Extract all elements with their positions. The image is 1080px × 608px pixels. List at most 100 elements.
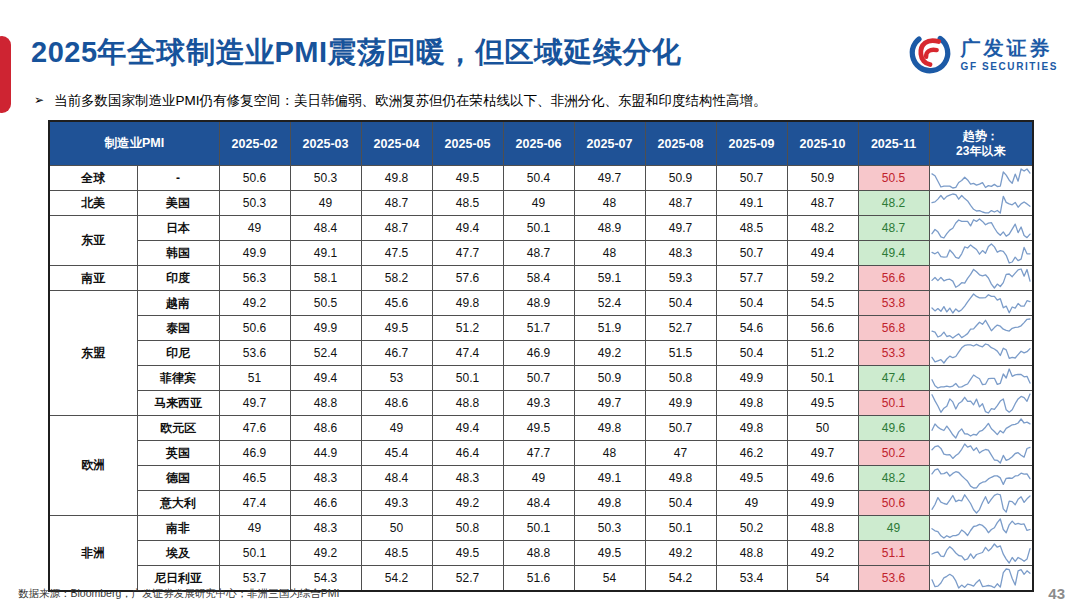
trend-header: 趋势： 23年以来 [929,121,1033,166]
pmi-value-cell: 48.4 [290,216,361,241]
pmi-value-cell: 49 [219,516,290,541]
trend-sparkline [929,391,1033,416]
pmi-value-cell: 50.4 [503,166,574,191]
pmi-value-cell: 51.9 [574,316,645,341]
pmi-value-cell: 54.6 [716,316,787,341]
country-cell: 埃及 [137,541,219,566]
pmi-latest-cell: 50.1 [858,391,929,416]
month-header: 2025-04 [361,121,432,166]
trend-sparkline [929,291,1033,316]
pmi-value-cell: 50.1 [503,516,574,541]
pmi-latest-cell: 48.7 [858,216,929,241]
pmi-value-cell: 47.4 [219,491,290,516]
country-cell: 日本 [137,216,219,241]
country-cell: 美国 [137,191,219,216]
pmi-value-cell: 48 [574,191,645,216]
pmi-value-cell: 49.7 [574,166,645,191]
pmi-value-cell: 49.8 [432,291,503,316]
pmi-value-cell: 52.4 [290,341,361,366]
pmi-value-cell: 49.8 [361,166,432,191]
trend-sparkline [929,416,1033,441]
country-cell: 印尼 [137,341,219,366]
gf-circle-f-logo-icon [907,30,953,80]
pmi-value-cell: 48.8 [503,541,574,566]
pmi-value-cell: 49.2 [432,491,503,516]
pmi-value-cell: 53.6 [219,341,290,366]
pmi-value-cell: 47 [645,441,716,466]
trend-sparkline [929,341,1033,366]
pmi-value-cell: 59.1 [574,266,645,291]
country-cell: 越南 [137,291,219,316]
pmi-latest-cell: 53.6 [858,566,929,592]
pmi-value-cell: 50.1 [432,366,503,391]
pmi-value-cell: 49.5 [574,541,645,566]
country-cell: 泰国 [137,316,219,341]
pmi-value-cell: 49.3 [503,391,574,416]
header-row: 制造业PMI 2025-022025-032025-042025-052025-… [49,121,1033,166]
pmi-value-cell: 49.8 [574,416,645,441]
month-header: 2025-08 [645,121,716,166]
pmi-value-cell: 49.5 [716,466,787,491]
pmi-latest-cell: 48.2 [858,466,929,491]
pmi-value-cell: 49 [219,216,290,241]
pmi-value-cell: 49.9 [219,241,290,266]
pmi-value-cell: 47.4 [432,341,503,366]
pmi-value-cell: 50.3 [290,166,361,191]
pmi-value-cell: 49.5 [787,391,858,416]
pmi-value-cell: 48.9 [574,216,645,241]
pmi-value-cell: 49.9 [645,391,716,416]
pmi-value-cell: 49.5 [432,541,503,566]
table-row: 东亚日本4948.448.749.450.148.949.748.548.248… [49,216,1033,241]
pmi-value-cell: 51.2 [787,341,858,366]
pmi-value-cell: 49.4 [432,216,503,241]
country-cell: 英国 [137,441,219,466]
pmi-value-cell: 51.7 [503,316,574,341]
trend-sparkline [929,191,1033,216]
pmi-value-cell: 49.8 [716,391,787,416]
pmi-value-cell: 51.6 [503,566,574,592]
table-row: 东盟越南49.250.545.649.848.952.450.450.454.5… [49,291,1033,316]
pmi-latest-cell: 50.6 [858,491,929,516]
pmi-value-cell: 48.3 [290,516,361,541]
pmi-value-cell: 50.1 [787,366,858,391]
table-row: 北美美国50.34948.748.5494848.749.148.748.2 [49,191,1033,216]
logo-company-name-en: GF SECURITIES [961,62,1058,73]
month-header: 2025-10 [787,121,858,166]
month-header: 2025-05 [432,121,503,166]
pmi-value-cell: 50.8 [432,516,503,541]
gf-securities-logo: 广发证券 GF SECURITIES [907,30,1058,80]
pmi-value-cell: 58.4 [503,266,574,291]
country-cell: 菲律宾 [137,366,219,391]
pmi-value-cell: 48.7 [361,216,432,241]
pmi-latest-cell: 50.5 [858,166,929,191]
trend-sparkline [929,166,1033,191]
pmi-value-cell: 48.8 [432,391,503,416]
table-row: 英国46.944.945.446.447.7484746.249.750.2 [49,441,1033,466]
pmi-latest-cell: 53.8 [858,291,929,316]
table-row: 埃及50.149.248.549.548.849.549.248.849.251… [49,541,1033,566]
pmi-value-cell: 46.4 [432,441,503,466]
pmi-value-cell: 49.3 [361,491,432,516]
table-row: 欧洲欧元区47.648.64949.449.549.850.749.85049.… [49,416,1033,441]
pmi-value-cell: 50.5 [290,291,361,316]
pmi-value-cell: 50.1 [645,516,716,541]
pmi-value-cell: 50.1 [503,216,574,241]
pmi-value-cell: 49.2 [574,341,645,366]
pmi-value-cell: 54.2 [361,566,432,592]
region-cell: 全球 [49,166,137,191]
table-row: 全球-50.650.349.849.550.449.750.950.750.95… [49,166,1033,191]
country-cell: 南非 [137,516,219,541]
pmi-latest-cell: 51.1 [858,541,929,566]
pmi-value-cell: 45.4 [361,441,432,466]
month-header: 2025-09 [716,121,787,166]
pmi-value-cell: 50.7 [716,241,787,266]
month-header: 2025-11 [858,121,929,166]
corner-header: 制造业PMI [49,121,219,166]
trend-sparkline [929,266,1033,291]
pmi-latest-cell: 47.4 [858,366,929,391]
bullet-text: 当前多数国家制造业PMI仍有修复空间：美日韩偏弱、欧洲复苏但仍在荣枯线以下、非洲… [54,92,767,110]
pmi-value-cell: 48.7 [787,191,858,216]
pmi-value-cell: 50.9 [787,166,858,191]
pmi-value-cell: 50.2 [716,516,787,541]
pmi-value-cell: 53 [361,366,432,391]
